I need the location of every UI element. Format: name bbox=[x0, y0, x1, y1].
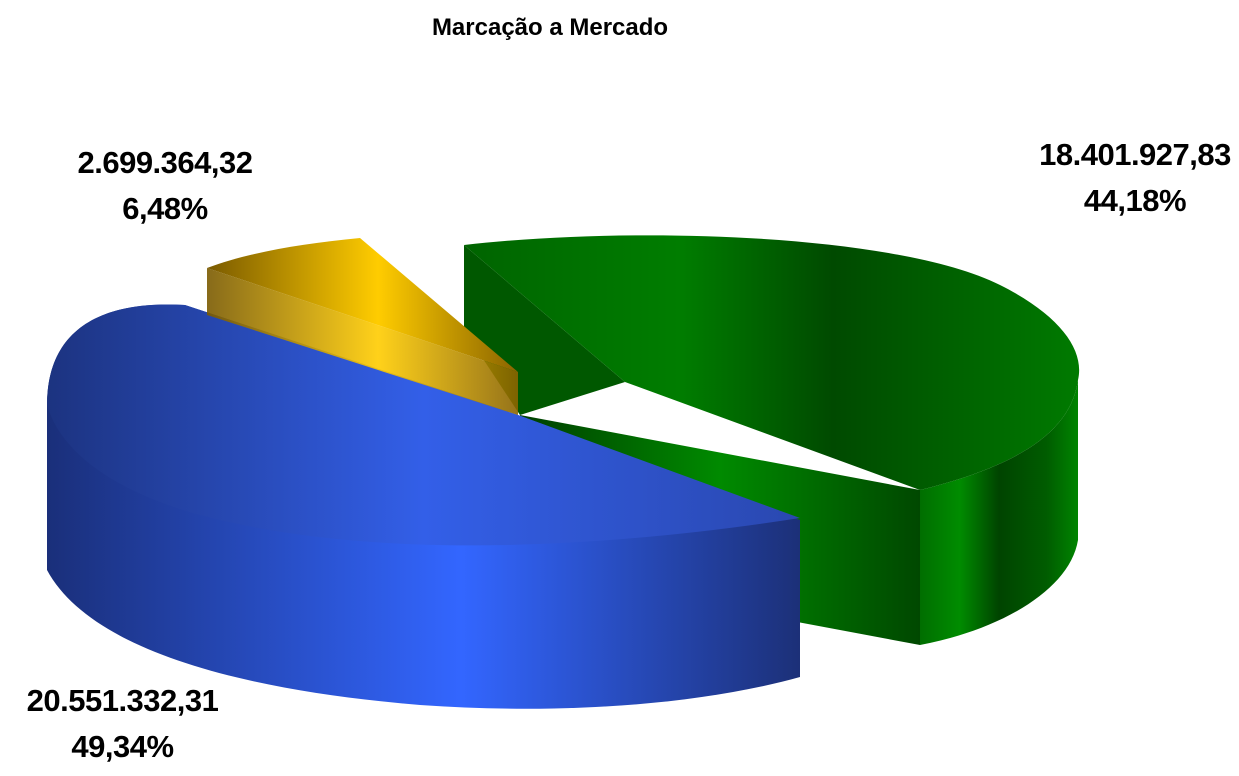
label-gold: 2.699.364,32 6,48% bbox=[40, 140, 290, 232]
chart-title: Marcação a Mercado bbox=[431, 14, 669, 41]
gold-slice-top bbox=[207, 238, 518, 372]
label-blue-percent: 49,34% bbox=[71, 729, 174, 764]
gold-slice-side bbox=[207, 268, 518, 415]
green-slice-top bbox=[464, 235, 1080, 490]
pie-slice-gold bbox=[207, 238, 518, 415]
label-green: 18.401.927,83 44,18% bbox=[1000, 132, 1239, 224]
label-gold-percent: 6,48% bbox=[122, 191, 208, 226]
label-blue-value: 20.551.332,31 bbox=[26, 683, 219, 718]
green-slice-side bbox=[920, 380, 1078, 645]
pie-slice-blue bbox=[47, 304, 800, 709]
label-green-value: 18.401.927,83 bbox=[1039, 137, 1231, 172]
label-green-percent: 44,18% bbox=[1083, 183, 1187, 218]
label-gold-value: 2.699.364,32 bbox=[77, 145, 253, 180]
blue-slice-top bbox=[47, 304, 800, 546]
label-blue: 20.551.332,31 49,34% bbox=[0, 678, 245, 770]
